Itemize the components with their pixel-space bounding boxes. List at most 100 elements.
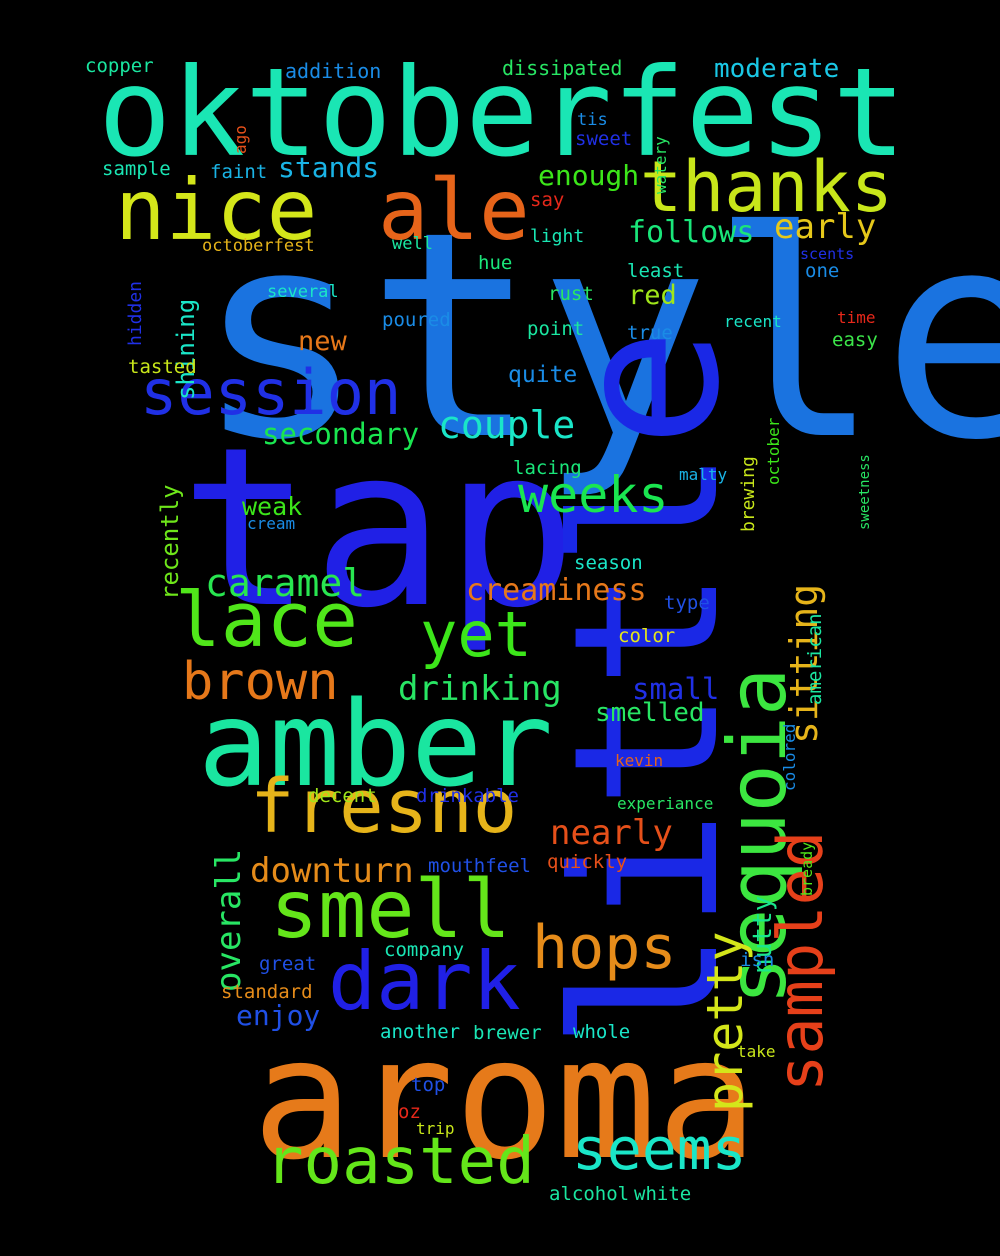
cloud-word: easy [832,329,878,351]
cloud-word: roasted [265,1125,535,1199]
cloud-word: smell [270,863,511,956]
cloud-word: decent [308,785,377,807]
cloud-word: smelled [595,698,705,728]
cloud-word: sweetness [857,454,873,530]
cloud-word: octoberfest [202,236,315,256]
cloud-word: yet [420,598,532,671]
cloud-word: isn [740,949,775,971]
cloud-word: dark [328,935,521,1028]
cloud-word: watery [651,136,670,194]
cloud-word: creaminess [466,573,647,608]
cloud-word: quite [508,362,578,388]
cloud-word: standard [221,981,313,1003]
cloud-word: great [259,953,317,975]
cloud-word: bready [798,841,816,896]
cloud-word: recently [156,484,184,600]
cloud-word: say [530,189,565,211]
cloud-word: company [384,939,465,961]
cloud-word: poured [382,309,451,331]
cloud-word: whole [573,1021,631,1043]
cloud-word: dissipated [502,56,623,80]
cloud-word: couple [438,403,576,447]
cloud-word: lace [175,575,359,664]
cloud-word: fresno [250,764,518,850]
cloud-word: recent [724,312,782,331]
cloud-word: true [627,322,673,344]
cloud-word: rust [548,283,594,305]
cloud-word: early [774,207,877,247]
cloud-word: experiance [617,794,714,813]
cloud-word: nearly [550,813,673,853]
cloud-word: small [632,672,720,706]
cloud-word: red [628,280,677,311]
cloud-word: sample [102,158,171,180]
cloud-word: color [618,625,676,647]
cloud-word: least [627,260,685,282]
cloud-word: another [380,1021,461,1043]
cloud-word: seems [572,1115,747,1183]
cloud-word: thanks [640,146,893,228]
cloud-word: oz [398,1101,421,1123]
cloud-word: hops [532,913,677,983]
cloud-word: stands [278,151,380,184]
cloud-word: drinkable [416,785,519,807]
cloud-word: tis [577,110,608,130]
cloud-word: type [664,592,710,614]
cloud-word: tap [180,400,578,656]
cloud-word: downturn [250,851,414,891]
cloud-word: trip [416,1119,455,1138]
cloud-word: copper [85,55,154,77]
cloud-word: alcohol [549,1183,630,1205]
cloud-word: ago [231,125,250,154]
cloud-word: amber [198,675,554,813]
cloud-word: caramel [205,561,366,605]
cloud-word: several [267,282,339,302]
cloud-word: drinking [398,669,562,709]
cloud-word: weeks [518,466,669,524]
cloud-word: secondary [262,417,420,451]
cloud-word: overall [209,848,249,992]
cloud-word: october [764,417,783,485]
cloud-word: time [837,308,876,327]
cloud-word: aroma [252,1001,758,1197]
cloud-word: mouthfeel [428,855,531,877]
cloud-word: light [530,226,585,247]
cloud-word: top [411,1074,446,1096]
cloud-word: moderate [714,54,840,84]
cloud-word: brewing [738,456,759,532]
cloud-word: brown [182,652,339,712]
cloud-word: faint [210,161,268,183]
cloud-word: well [392,234,433,254]
cloud-word: cream [247,514,296,533]
cloud-word: season [574,552,643,574]
cloud-word: tasted [128,356,197,378]
cloud-word: quickly [547,851,628,873]
cloud-word: lacing [513,457,582,479]
cloud-word: hidden [125,280,146,346]
cloud-word: weak [242,492,303,521]
cloud-word: enjoy [236,999,321,1032]
cloud-word: shining [172,298,200,400]
cloud-word: nice [115,161,318,259]
cloud-word: scents [800,245,855,263]
cloud-word: take [737,1042,776,1061]
cloud-word: enough [538,159,640,192]
cloud-word: session [140,356,402,429]
cloud-word: addition [285,59,382,83]
cloud-word: malty [679,465,728,484]
cloud-word: ale [378,161,530,259]
cloud-word: oktoberfest [98,42,906,184]
cloud-word: style [195,171,1000,503]
cloud-word: hue [478,252,513,274]
cloud-word: white [634,1183,692,1205]
cloud-word: sweet [575,128,633,150]
cloud-word: kevin [615,751,664,770]
cloud-word: brewer [473,1022,542,1044]
cloud-word: new [298,326,347,357]
cloud-word: one [805,260,840,282]
cloud-word: follows [628,215,755,250]
cloud-word: point [527,318,585,340]
cloud-word: colored [780,723,799,791]
cloud-word: american [804,613,826,705]
